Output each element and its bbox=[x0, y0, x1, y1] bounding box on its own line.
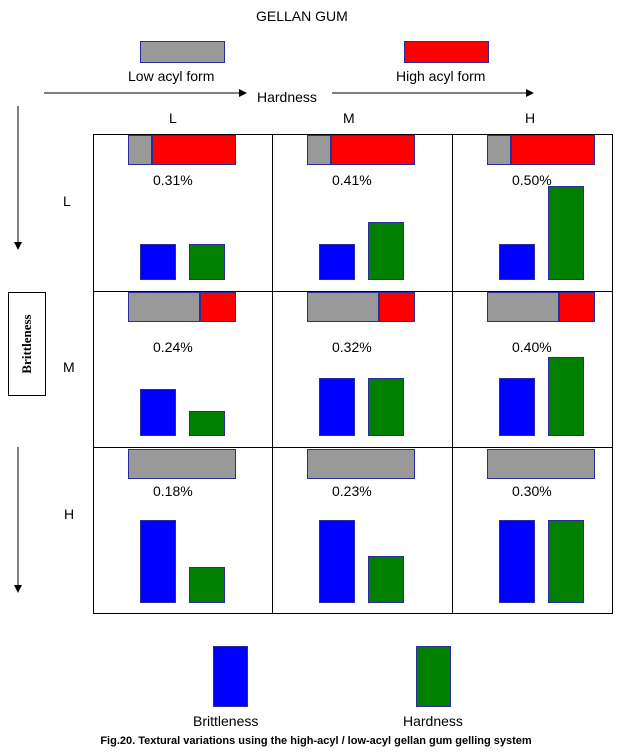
hardness-legend-label: Hardness bbox=[403, 713, 463, 729]
concentration-label-m-h: 0.40% bbox=[512, 339, 552, 355]
low-acyl-swatch bbox=[140, 41, 225, 63]
concentration-label-l-h: 0.50% bbox=[512, 172, 552, 188]
high-acyl-label: High acyl form bbox=[396, 68, 486, 84]
high-acyl-bar-l-m bbox=[331, 135, 415, 165]
low-acyl-bar-h-m bbox=[307, 449, 415, 479]
brittleness-axis-box: Brittleness bbox=[8, 292, 46, 396]
low-acyl-label: Low acyl form bbox=[128, 68, 215, 84]
concentration-label-h-l: 0.18% bbox=[153, 483, 193, 499]
brittleness-bar-l-l bbox=[140, 244, 176, 280]
row-label-m: M bbox=[63, 359, 75, 375]
hardness-legend-swatch bbox=[416, 646, 451, 707]
low-acyl-bar-m-l bbox=[128, 292, 200, 322]
column-label-l: L bbox=[169, 110, 177, 126]
brittleness-axis-label: Brittleness bbox=[19, 314, 34, 374]
concentration-label-l-m: 0.41% bbox=[332, 172, 372, 188]
hardness-bar-h-l bbox=[189, 567, 225, 603]
hardness-bar-m-m bbox=[368, 378, 404, 436]
column-label-h: H bbox=[525, 110, 536, 126]
figure-caption: Fig.20. Textural variations using the hi… bbox=[100, 735, 532, 747]
column-label-m: M bbox=[343, 110, 355, 126]
low-acyl-bar-m-h bbox=[487, 292, 559, 322]
low-acyl-bar-h-l bbox=[128, 449, 236, 479]
hardness-axis-label: Hardness bbox=[257, 89, 317, 105]
concentration-label-h-h: 0.30% bbox=[512, 483, 552, 499]
low-acyl-bar-l-l bbox=[128, 135, 152, 165]
diagram-title: GELLAN GUM bbox=[256, 8, 348, 24]
hardness-bar-l-l bbox=[189, 244, 225, 280]
high-acyl-bar-m-m bbox=[379, 292, 415, 322]
brittleness-bar-m-l bbox=[140, 389, 176, 436]
hardness-bar-l-m bbox=[368, 222, 404, 280]
brittleness-bar-h-m bbox=[319, 520, 355, 603]
brittleness-bar-l-m bbox=[319, 244, 355, 280]
hardness-bar-m-l bbox=[189, 411, 225, 436]
brittleness-bar-h-l bbox=[140, 520, 176, 603]
concentration-label-m-m: 0.32% bbox=[332, 339, 372, 355]
low-acyl-bar-h-h bbox=[487, 449, 595, 479]
concentration-label-l-l: 0.31% bbox=[153, 172, 193, 188]
brittleness-bar-l-h bbox=[499, 244, 535, 280]
low-acyl-bar-l-h bbox=[487, 135, 511, 165]
row-label-l: L bbox=[63, 193, 71, 209]
brittleness-bar-h-h bbox=[499, 520, 535, 603]
row-label-h: H bbox=[64, 506, 75, 522]
concentration-label-h-m: 0.23% bbox=[332, 483, 372, 499]
low-acyl-bar-l-m bbox=[307, 135, 331, 165]
brittleness-legend-label: Brittleness bbox=[193, 713, 259, 729]
hardness-bar-h-m bbox=[368, 556, 404, 603]
grid-cell-h-h bbox=[452, 447, 613, 614]
hardness-bar-m-h bbox=[548, 357, 584, 436]
high-acyl-bar-l-h bbox=[511, 135, 595, 165]
brittleness-bar-m-h bbox=[499, 378, 535, 436]
brittleness-legend-swatch bbox=[213, 646, 248, 707]
low-acyl-bar-m-m bbox=[307, 292, 379, 322]
high-acyl-bar-m-h bbox=[559, 292, 595, 322]
concentration-label-m-l: 0.24% bbox=[153, 339, 193, 355]
hardness-bar-l-h bbox=[548, 186, 584, 280]
high-acyl-bar-m-l bbox=[200, 292, 236, 322]
brittleness-bar-m-m bbox=[319, 378, 355, 436]
high-acyl-swatch bbox=[404, 41, 489, 63]
high-acyl-bar-l-l bbox=[152, 135, 236, 165]
hardness-bar-h-h bbox=[548, 520, 584, 603]
